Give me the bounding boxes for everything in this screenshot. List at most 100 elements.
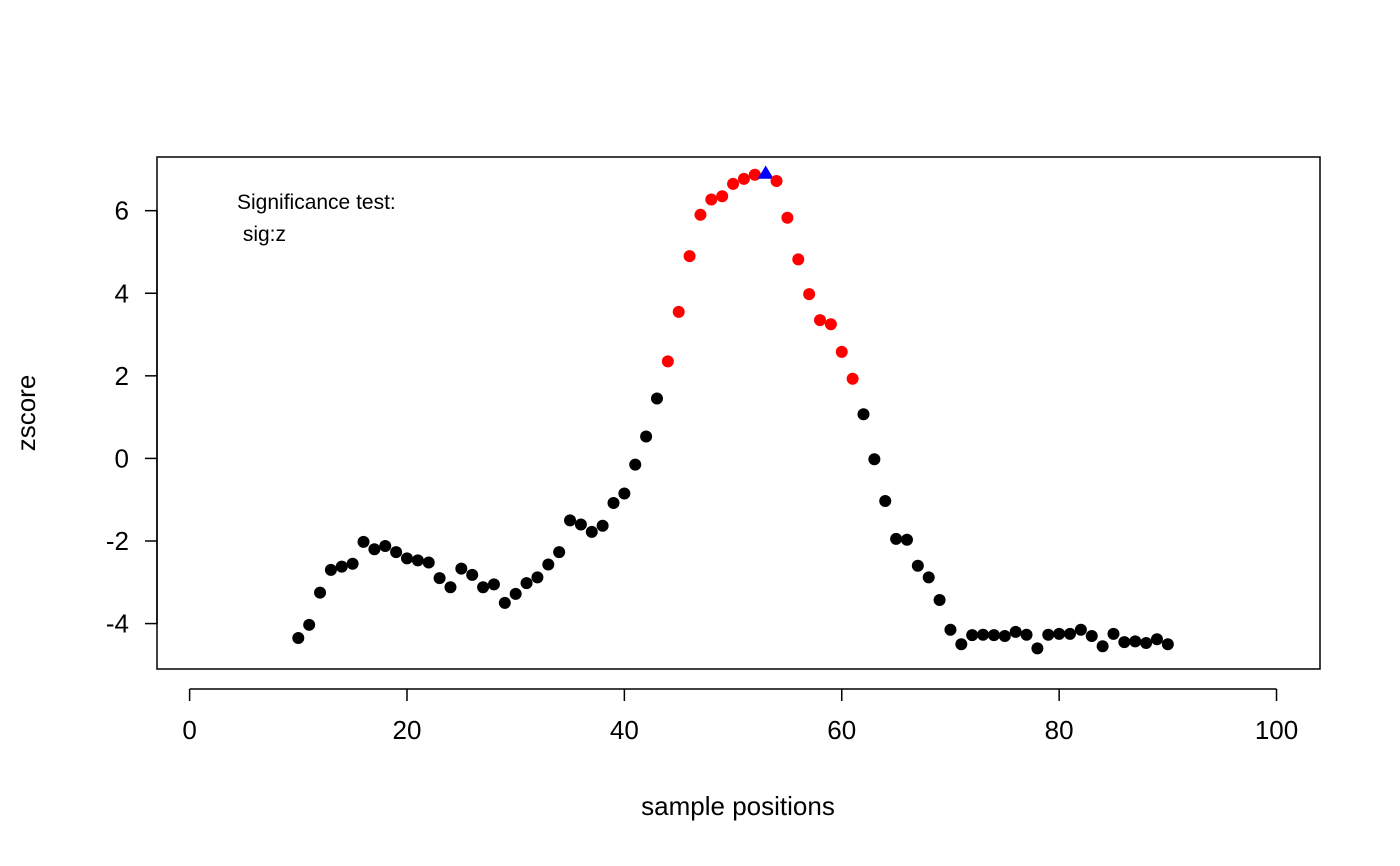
data-point bbox=[520, 577, 533, 590]
x-tick-label: 40 bbox=[610, 715, 639, 745]
y-tick-label: -4 bbox=[106, 609, 129, 639]
data-point bbox=[346, 557, 359, 570]
data-point bbox=[422, 556, 435, 569]
y-tick-label: 6 bbox=[115, 196, 129, 226]
x-tick-label: 0 bbox=[182, 715, 196, 745]
significant-point bbox=[694, 208, 707, 221]
data-point bbox=[944, 623, 957, 636]
data-point bbox=[1107, 627, 1120, 640]
significant-point bbox=[737, 172, 750, 185]
data-point bbox=[1085, 629, 1098, 642]
data-point bbox=[542, 558, 555, 571]
data-point bbox=[977, 628, 990, 641]
data-point bbox=[933, 594, 946, 607]
data-point bbox=[607, 497, 620, 510]
y-axis: -4 -2 0 2 4 6 bbox=[106, 196, 158, 639]
data-point bbox=[987, 629, 1000, 642]
x-axis: 0 20 40 60 80 100 bbox=[182, 688, 1298, 745]
data-point bbox=[466, 568, 479, 581]
data-point bbox=[400, 552, 413, 565]
data-point bbox=[955, 638, 968, 651]
x-axis-title: sample positions bbox=[641, 791, 835, 821]
data-point bbox=[433, 572, 446, 585]
data-point bbox=[1009, 625, 1022, 638]
significant-point bbox=[672, 305, 685, 318]
data-point bbox=[618, 487, 631, 500]
data-point bbox=[411, 554, 424, 567]
data-point bbox=[553, 546, 566, 559]
data-point bbox=[1074, 623, 1087, 636]
x-tick-label: 60 bbox=[827, 715, 856, 745]
x-tick-label: 80 bbox=[1045, 715, 1074, 745]
data-point bbox=[922, 571, 935, 584]
data-point bbox=[390, 546, 403, 559]
data-point bbox=[879, 494, 892, 507]
y-tick-label: -2 bbox=[106, 526, 129, 556]
significant-point bbox=[748, 168, 761, 181]
significant-point bbox=[661, 355, 674, 368]
data-point bbox=[1031, 642, 1044, 655]
significant-point bbox=[814, 314, 827, 327]
significant-point bbox=[835, 345, 848, 358]
data-point bbox=[335, 560, 348, 573]
data-point bbox=[629, 458, 642, 471]
peak-point bbox=[757, 165, 774, 179]
data-point bbox=[998, 629, 1011, 642]
data-point bbox=[498, 596, 511, 609]
data-point bbox=[1042, 628, 1055, 641]
data-point bbox=[640, 430, 653, 443]
y-tick-label: 0 bbox=[115, 443, 129, 473]
data-point bbox=[379, 539, 392, 552]
data-point bbox=[1150, 633, 1163, 646]
data-point bbox=[368, 543, 381, 556]
data-point bbox=[455, 562, 468, 575]
data-point bbox=[966, 629, 979, 642]
data-point bbox=[1140, 636, 1153, 649]
data-point bbox=[357, 535, 370, 548]
significant-point bbox=[683, 250, 696, 263]
data-point bbox=[303, 618, 316, 631]
data-point bbox=[487, 578, 500, 591]
data-point bbox=[585, 525, 598, 538]
data-point bbox=[292, 632, 305, 645]
data-point bbox=[1129, 635, 1142, 648]
x-tick-label: 100 bbox=[1255, 715, 1298, 745]
data-point bbox=[1096, 640, 1109, 653]
data-point bbox=[574, 518, 587, 531]
significant-point bbox=[824, 318, 837, 331]
data-point bbox=[911, 559, 924, 572]
data-point bbox=[890, 532, 903, 545]
data-point bbox=[444, 581, 457, 594]
data-points bbox=[292, 165, 1174, 655]
annotation-line-2: sig:z bbox=[237, 223, 286, 246]
data-point bbox=[477, 581, 490, 594]
significant-point bbox=[792, 253, 805, 266]
data-point bbox=[596, 519, 609, 532]
data-point bbox=[1020, 628, 1033, 641]
y-axis-title: zscore bbox=[11, 375, 41, 452]
data-point bbox=[1064, 627, 1077, 640]
significant-point bbox=[727, 177, 740, 190]
significant-point bbox=[716, 190, 729, 203]
x-tick-label: 20 bbox=[393, 715, 422, 745]
y-tick-label: 2 bbox=[115, 361, 129, 391]
significant-point bbox=[781, 211, 794, 224]
annotation-line-1: Significance test: bbox=[237, 191, 396, 214]
data-point bbox=[650, 392, 663, 405]
data-point bbox=[1161, 638, 1174, 651]
plot-frame bbox=[156, 156, 1321, 670]
y-tick-label: 4 bbox=[115, 278, 129, 308]
significant-point bbox=[846, 372, 859, 385]
significant-point bbox=[770, 174, 783, 187]
data-point bbox=[1118, 636, 1131, 649]
data-point bbox=[900, 533, 913, 546]
data-point bbox=[868, 453, 881, 466]
data-point bbox=[531, 571, 544, 584]
data-point bbox=[509, 587, 522, 600]
data-point bbox=[564, 514, 577, 527]
significant-point bbox=[803, 288, 816, 301]
significant-point bbox=[705, 193, 718, 206]
data-point bbox=[324, 563, 337, 576]
data-point bbox=[1053, 627, 1066, 640]
